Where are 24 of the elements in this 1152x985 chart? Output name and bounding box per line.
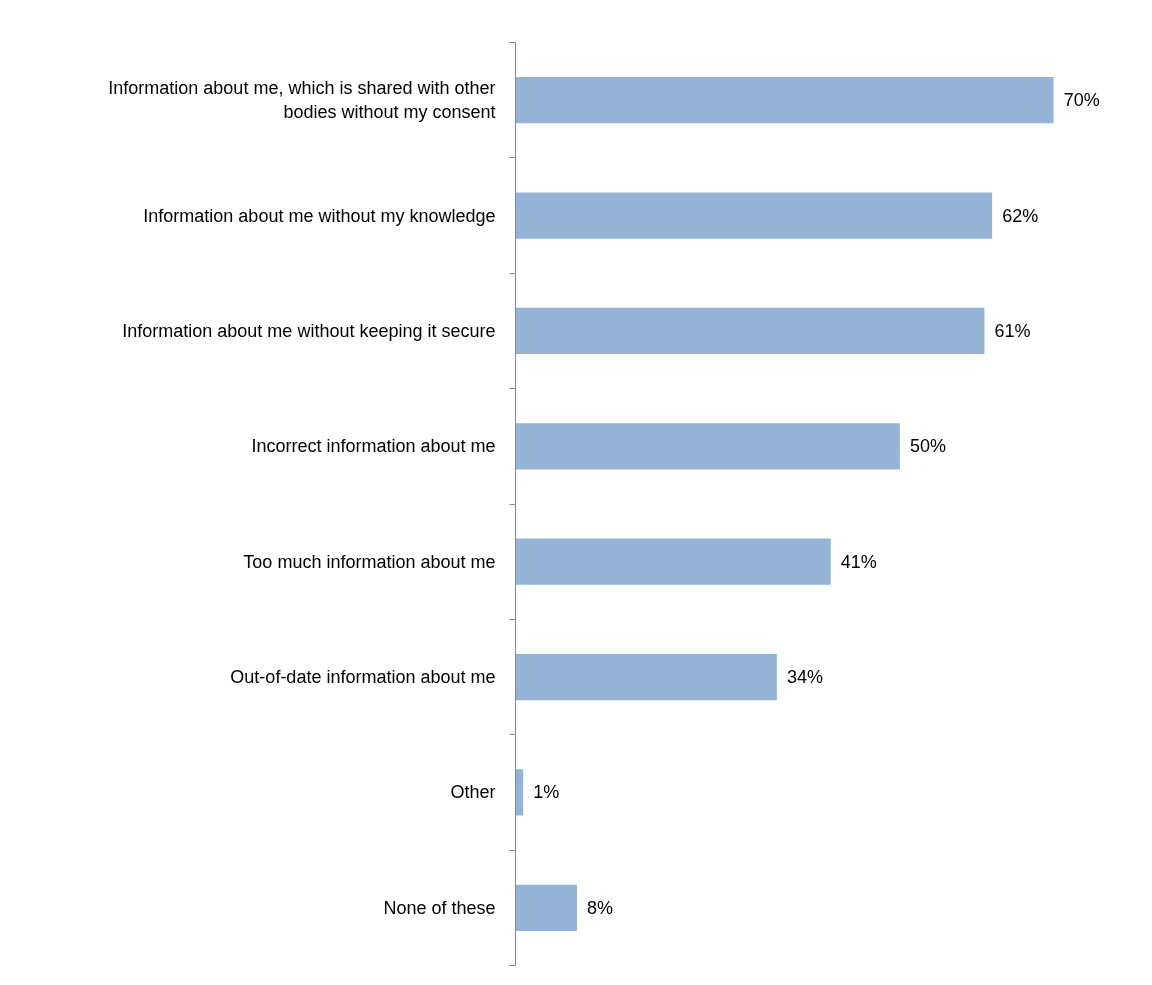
data-label: 62% bbox=[1002, 205, 1039, 226]
y-tick-label: None of these bbox=[383, 897, 496, 918]
data-label: 8% bbox=[587, 897, 614, 918]
data-label: 41% bbox=[840, 551, 877, 572]
bar bbox=[515, 538, 831, 585]
y-tick-label: Too much information about me bbox=[243, 551, 496, 572]
bar bbox=[515, 423, 900, 470]
bar bbox=[515, 884, 577, 931]
bar bbox=[515, 769, 524, 816]
bar bbox=[515, 307, 985, 355]
bar bbox=[515, 77, 1054, 124]
y-tick-label: Information about me without keeping it secure bbox=[122, 320, 496, 341]
y-tick-label: Incorrect information about me bbox=[251, 436, 496, 457]
y-tick-label: Out-of-date information about me bbox=[230, 667, 496, 688]
data-label: 50% bbox=[909, 436, 946, 457]
data-label: 34% bbox=[786, 667, 823, 688]
data-label: 70% bbox=[1063, 90, 1100, 111]
y-tick-label: Other bbox=[450, 782, 496, 803]
bar bbox=[515, 653, 777, 701]
y-tick-label: Information about me, which is shared with other bodies without my consent bbox=[108, 78, 496, 123]
data-label: 1% bbox=[533, 782, 560, 803]
data-label: 61% bbox=[994, 320, 1031, 341]
y-tick-label: Information about me without my knowledge bbox=[143, 205, 496, 226]
bar bbox=[515, 192, 993, 239]
